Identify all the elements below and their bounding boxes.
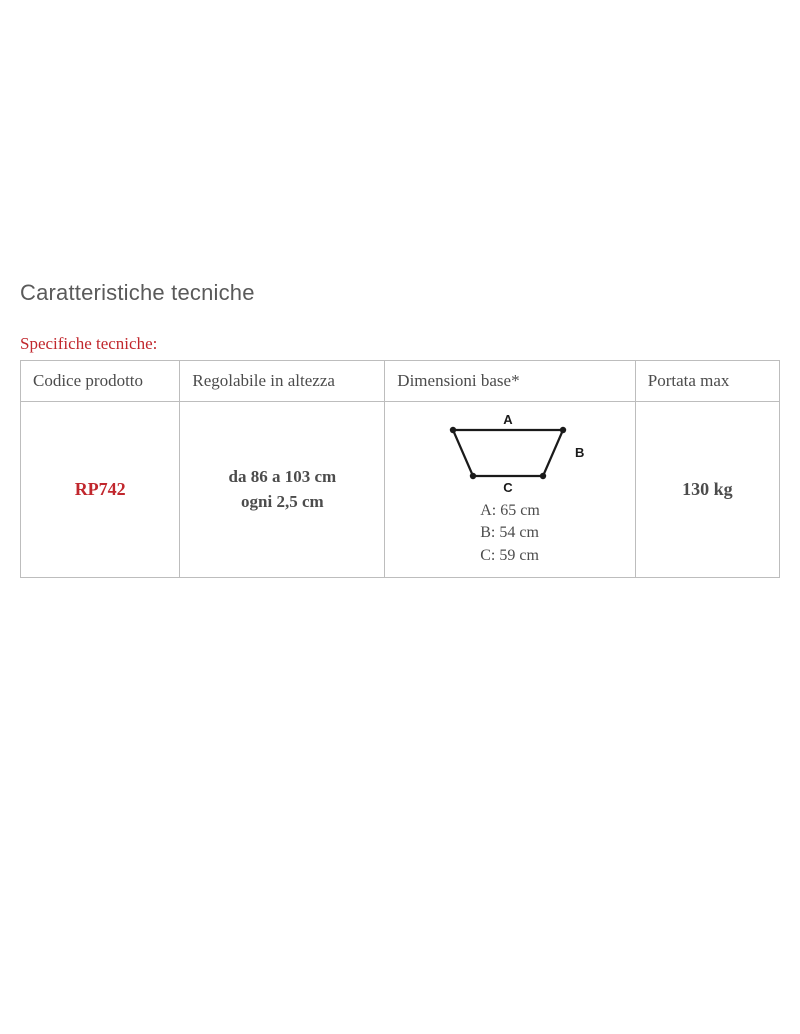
product-code: RP742 <box>75 479 126 499</box>
spec-subheading: Specifiche tecniche: <box>20 334 780 354</box>
spec-sheet: Caratteristiche tecniche Specifiche tecn… <box>0 0 800 1034</box>
dim-a: A: 65 cm <box>480 502 540 519</box>
col-max: Portata max <box>635 361 779 402</box>
dim-b: B: 54 cm <box>480 524 539 541</box>
cell-code: RP742 <box>21 402 180 578</box>
cell-height: da 86 a 103 cm ogni 2,5 cm <box>180 402 385 578</box>
table-header-row: Codice prodotto Regolabile in altezza Di… <box>21 361 780 402</box>
col-base: Dimensioni base* <box>385 361 635 402</box>
cell-max: 130 kg <box>635 402 779 578</box>
max-load: 130 kg <box>682 479 733 499</box>
height-line2: ogni 2,5 cm <box>241 492 324 511</box>
dim-c: C: 59 cm <box>480 547 539 564</box>
spec-table: Codice prodotto Regolabile in altezza Di… <box>20 360 780 578</box>
table-row: RP742 da 86 a 103 cm ogni 2,5 cm A B C A: … <box>21 402 780 578</box>
cell-dimensions: A B C A: 65 cm B: 54 cm C: 59 cm <box>385 402 635 578</box>
svg-text:B: B <box>575 445 584 460</box>
col-height: Regolabile in altezza <box>180 361 385 402</box>
svg-text:A: A <box>503 412 513 427</box>
section-title: Caratteristiche tecniche <box>20 280 780 306</box>
trapezoid-diagram: A B C <box>415 412 605 494</box>
svg-text:C: C <box>503 480 513 494</box>
col-code: Codice prodotto <box>21 361 180 402</box>
height-line1: da 86 a 103 cm <box>229 467 337 486</box>
